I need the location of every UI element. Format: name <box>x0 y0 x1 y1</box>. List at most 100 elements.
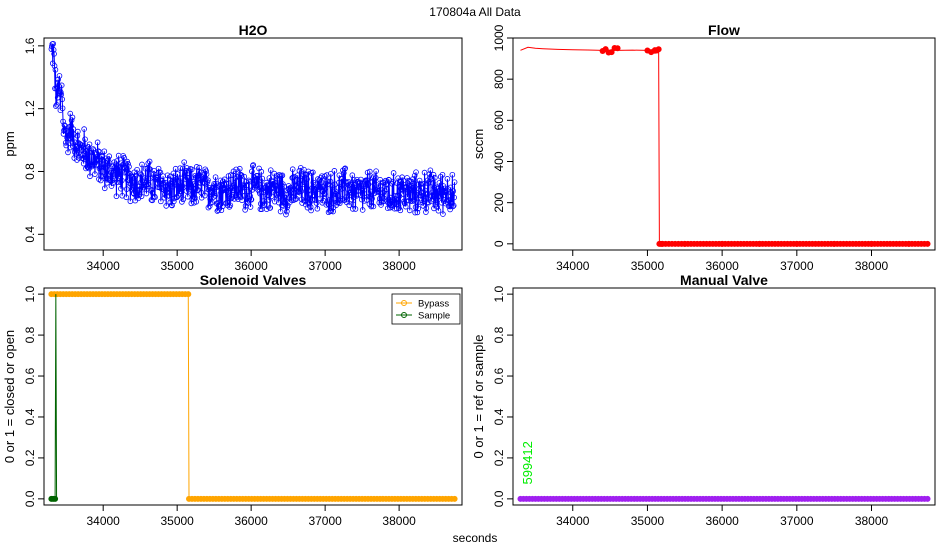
data-point <box>435 207 442 214</box>
data-point <box>162 179 169 186</box>
data-point <box>338 186 345 192</box>
data-point <box>279 172 286 179</box>
data-point <box>450 203 456 210</box>
x-tick-label: 35000 <box>631 259 665 273</box>
data-point <box>118 185 124 192</box>
data-point <box>188 166 195 173</box>
data-point <box>108 183 115 189</box>
x-tick-label: 36000 <box>705 514 739 528</box>
data-point <box>421 169 428 176</box>
data-point <box>259 175 265 182</box>
data-point <box>243 178 249 185</box>
data-point <box>284 208 290 215</box>
y-tick-label: 0.4 <box>492 408 506 425</box>
data-point <box>271 198 278 205</box>
data-point <box>138 193 145 200</box>
data-point <box>409 187 415 193</box>
data-point <box>179 183 186 189</box>
data-point <box>92 171 98 177</box>
data-point <box>213 184 220 191</box>
data-point <box>267 205 274 211</box>
data-point <box>397 178 404 184</box>
data-point <box>276 193 283 200</box>
chart-title: Solenoid Valves <box>200 272 307 288</box>
data-point <box>52 66 59 73</box>
data-point <box>48 46 55 52</box>
data-point <box>236 165 243 172</box>
data-point <box>244 199 250 205</box>
x-tick-label: 34000 <box>86 259 120 273</box>
data-point <box>376 187 382 194</box>
data-point <box>124 177 131 183</box>
data-point <box>272 190 279 197</box>
data-point <box>227 172 234 178</box>
data-point <box>63 142 69 149</box>
data-point <box>212 192 218 199</box>
data-point <box>185 291 192 298</box>
data-point <box>306 187 312 193</box>
data-point <box>137 170 144 177</box>
data-point <box>223 187 230 194</box>
data-point <box>116 171 123 178</box>
data-point <box>215 203 222 209</box>
data-point <box>321 191 328 197</box>
data-point <box>264 182 270 188</box>
y-tick-label: 0.2 <box>23 449 37 466</box>
series-line <box>520 46 928 245</box>
data-point <box>114 158 120 164</box>
data-point <box>75 128 81 135</box>
data-point <box>132 173 139 179</box>
data-point <box>415 205 422 212</box>
data-point <box>145 160 152 167</box>
data-point <box>195 187 201 193</box>
data-point <box>293 190 299 196</box>
data-point <box>382 177 389 184</box>
data-point <box>157 169 164 176</box>
data-point <box>212 174 219 180</box>
data-point <box>101 148 108 155</box>
data-point <box>142 175 148 181</box>
data-point <box>365 181 372 188</box>
y-tick-label: 1.2 <box>23 100 37 117</box>
data-point <box>62 123 69 129</box>
data-point <box>410 176 416 182</box>
data-point <box>160 179 167 186</box>
data-point <box>269 184 276 190</box>
data-point <box>247 204 254 210</box>
data-point <box>94 156 100 163</box>
data-point <box>179 199 185 205</box>
data-point <box>132 179 138 186</box>
data-point <box>224 199 231 206</box>
data-point <box>359 207 366 213</box>
data-point <box>82 136 88 143</box>
data-point <box>393 205 400 212</box>
data-point <box>146 158 153 165</box>
data-point <box>451 495 458 502</box>
y-tick-label: 0.2 <box>492 449 506 466</box>
x-tick-label: 37000 <box>308 514 342 528</box>
data-point <box>312 196 318 203</box>
data-point <box>177 165 183 171</box>
x-tick-label: 35000 <box>160 259 194 273</box>
data-point <box>126 180 133 186</box>
data-point <box>430 171 437 178</box>
data-point <box>80 160 87 167</box>
data-point <box>224 202 231 209</box>
data-point <box>55 76 61 83</box>
data-point <box>137 179 144 186</box>
data-point <box>441 185 448 192</box>
data-point <box>152 194 158 201</box>
data-point <box>80 155 87 161</box>
series-flow <box>520 44 931 247</box>
data-point <box>390 170 397 176</box>
data-point <box>85 149 92 155</box>
data-point <box>411 196 418 203</box>
data-point <box>188 200 195 207</box>
data-point <box>352 206 359 212</box>
data-point <box>337 197 344 204</box>
y-tick-label: 0.0 <box>492 490 506 507</box>
data-point <box>258 200 264 207</box>
data-point <box>193 164 200 170</box>
data-point <box>614 45 621 52</box>
data-point <box>301 179 308 186</box>
